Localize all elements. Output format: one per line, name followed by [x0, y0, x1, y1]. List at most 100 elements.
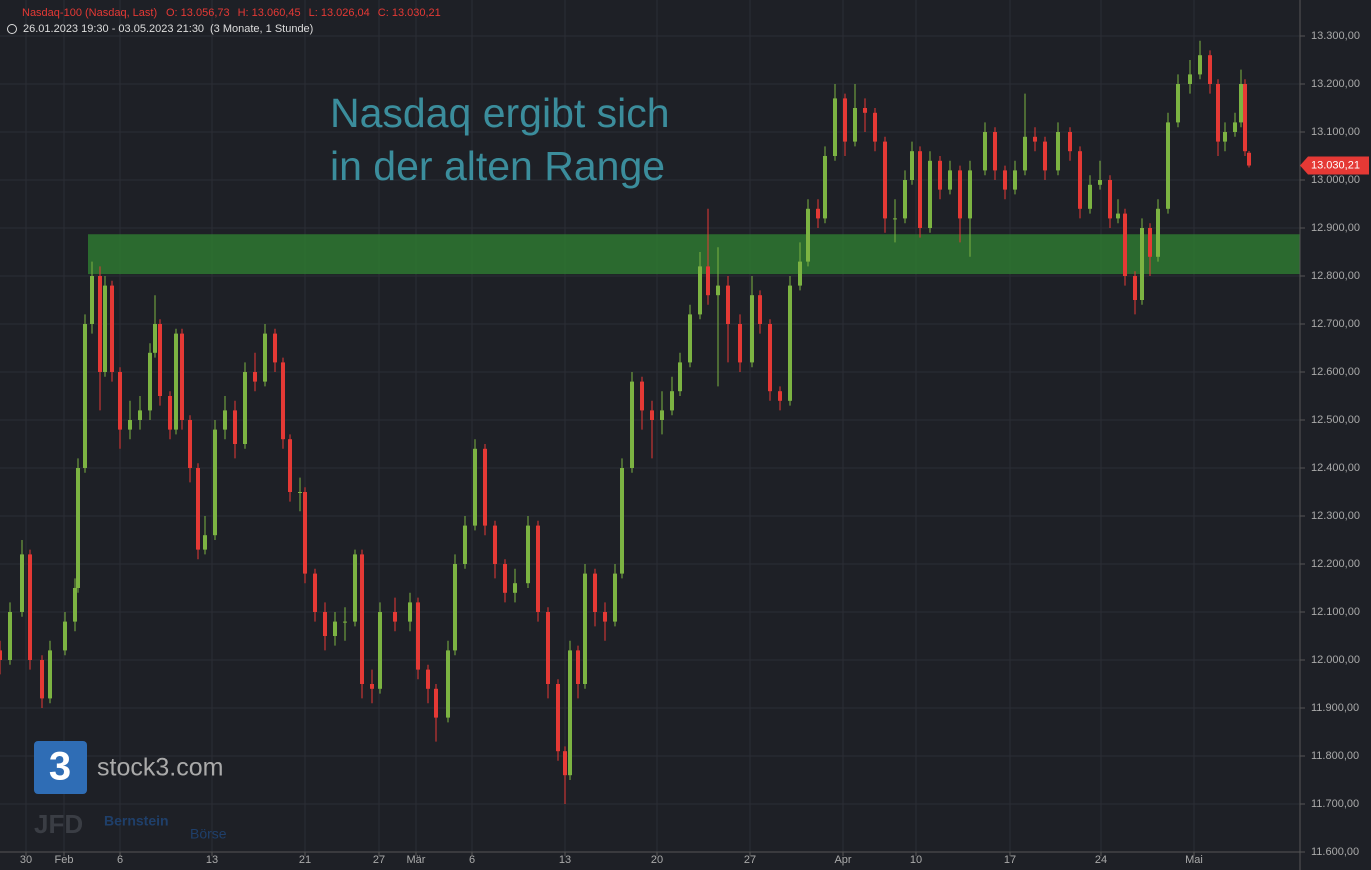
candle-body [1078, 151, 1082, 209]
candle-body [83, 324, 87, 468]
candle-body [563, 751, 567, 776]
candle-body [1116, 213, 1120, 219]
clock-icon [7, 24, 17, 34]
candle-body [323, 612, 327, 636]
candle-body [640, 381, 644, 411]
partner-logo: Börse [190, 826, 227, 842]
candle-body [90, 276, 94, 324]
candle-body [110, 285, 114, 372]
candle-body [1188, 74, 1192, 84]
candle-body [1108, 180, 1112, 219]
candle-body [583, 573, 587, 684]
y-tick-label: 12.600,00 [1311, 366, 1360, 378]
candle-body [660, 410, 664, 420]
candle-body [8, 612, 12, 660]
candle-body [463, 525, 467, 564]
x-tick-label: 6 [117, 854, 123, 866]
chart-title: Nasdaq-100 (Nasdaq, Last) [22, 7, 157, 19]
candle-body [1043, 141, 1047, 171]
x-tick-label: 17 [1004, 854, 1016, 866]
candle-body [758, 295, 762, 324]
candle-body [1033, 136, 1037, 142]
y-tick-label: 12.300,00 [1311, 510, 1360, 522]
ohlc-value: L: 13.026,04 [309, 7, 370, 19]
candle-body [788, 285, 792, 401]
candle-body [0, 650, 2, 660]
y-tick-label: 12.100,00 [1311, 606, 1360, 618]
candle-body [716, 285, 720, 296]
candle-body [688, 314, 692, 363]
candle-body [416, 602, 420, 670]
candle-body [188, 420, 192, 468]
x-tick-label: Apr [834, 854, 851, 866]
candle-body [993, 132, 997, 171]
candle-body [40, 660, 44, 699]
candle-body [726, 285, 730, 324]
candle-body [883, 141, 887, 219]
period: 26.01.2023 19:30 - 03.05.2023 21:30 [23, 23, 204, 35]
candle-body [180, 333, 184, 420]
candle-body [1239, 84, 1243, 123]
candle-body [958, 170, 962, 219]
candle-body [1140, 228, 1144, 300]
candle-body [1156, 208, 1160, 257]
x-tick-label: 13 [206, 854, 218, 866]
candle-body [1088, 184, 1092, 209]
candle-body [103, 285, 107, 372]
zone-layer [88, 234, 1300, 275]
candles [0, 40, 1251, 804]
y-tick-label: 13.000,00 [1311, 174, 1360, 186]
candle-body [20, 554, 24, 612]
y-tick-label: 12.700,00 [1311, 318, 1360, 330]
candle-body [303, 492, 307, 574]
candle-body [816, 208, 820, 219]
y-tick-label: 12.000,00 [1311, 654, 1360, 666]
candle-body [493, 525, 497, 564]
candle-body [1247, 152, 1251, 166]
x-tick-label: 20 [651, 854, 663, 866]
y-tick-label: 12.400,00 [1311, 462, 1360, 474]
candle-body [698, 266, 702, 315]
candle-body [778, 391, 782, 401]
y-tick-label: 13.100,00 [1311, 126, 1360, 138]
y-tick-label: 12.200,00 [1311, 558, 1360, 570]
candle-body [823, 156, 827, 219]
candle-body [446, 650, 450, 718]
x-tick-label: 27 [744, 854, 756, 866]
candle-body [288, 439, 292, 492]
candle-body [526, 525, 530, 584]
x-tick-label: 13 [559, 854, 571, 866]
candle-body [73, 588, 77, 622]
x-tick-label: Mär [407, 854, 426, 866]
partner-logo: JFD [34, 809, 83, 839]
y-tick-label: 11.600,00 [1311, 846, 1359, 858]
range-zone [88, 234, 1300, 275]
candle-body [28, 554, 32, 660]
candle-body [281, 362, 285, 440]
price-tag [1300, 156, 1369, 175]
x-tick-label: Feb [55, 854, 74, 866]
x-tick-label: 27 [373, 854, 385, 866]
y-tick-label: 11.800,00 [1311, 750, 1359, 762]
y-tick-label: 13.300,00 [1311, 30, 1360, 42]
candle-body [1123, 213, 1127, 276]
ohlc-value: H: 13.060,45 [238, 7, 301, 19]
candle-body [76, 468, 80, 588]
candle-body [158, 324, 162, 396]
candle-body [798, 261, 802, 286]
period-note: (3 Monate, 1 Stunde) [210, 23, 313, 35]
candle-body [353, 554, 357, 622]
candle-body [393, 612, 397, 622]
y-tick-label: 12.500,00 [1311, 414, 1360, 426]
logo: 3 [49, 745, 71, 789]
candle-body [1068, 132, 1072, 152]
y-tick-label: 13.200,00 [1311, 78, 1360, 90]
partner-logo: Bernstein [104, 813, 169, 829]
candle-body [928, 160, 932, 228]
candle-body [650, 410, 654, 420]
candle-body [630, 381, 634, 468]
axes: 13.300,00 13.200,00 13.100,00 13.000,00 12.9… [20, 30, 1369, 866]
candle-body [568, 650, 572, 776]
candle-body [313, 573, 317, 612]
logo-box [34, 741, 87, 794]
